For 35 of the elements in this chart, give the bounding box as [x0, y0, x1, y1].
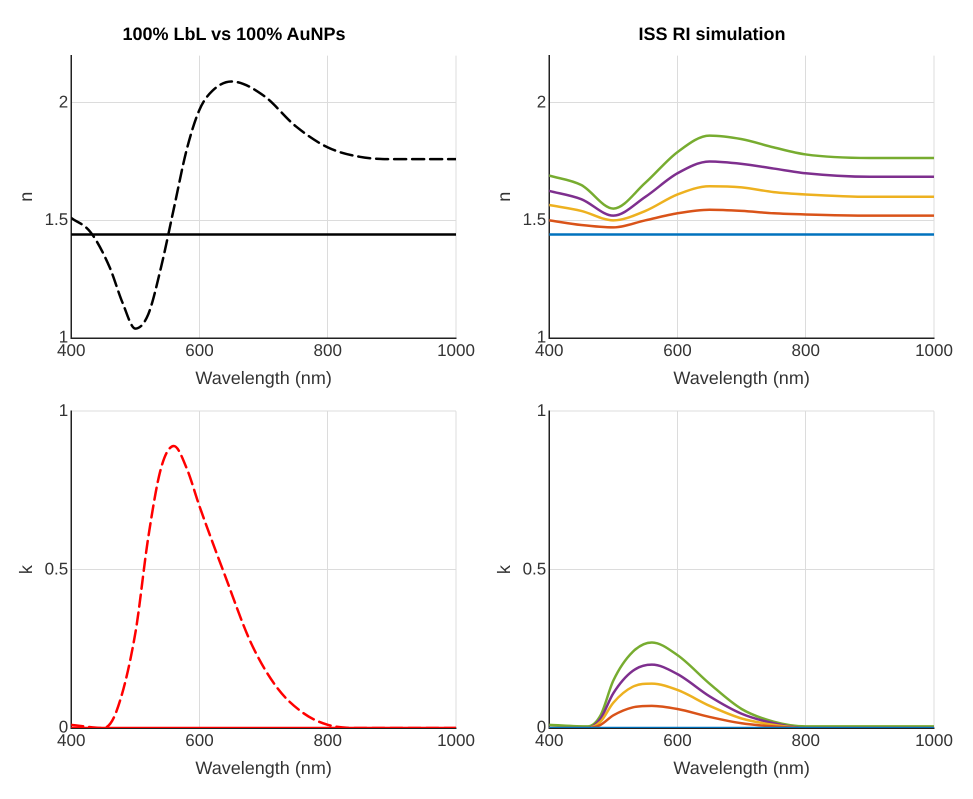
x-axis-title: Wavelength (nm) [195, 368, 332, 388]
x-tick-label: 800 [314, 340, 342, 360]
x-tick-label: 600 [185, 340, 214, 360]
line-series [549, 184, 934, 222]
x-tick-label: 800 [314, 730, 342, 750]
x-axis-title: Wavelength (nm) [195, 758, 332, 778]
y-tick-label: 2 [58, 92, 68, 112]
y-tick-label: 1 [58, 400, 68, 420]
chart-title: ISS RI simulation [638, 24, 786, 44]
y-tick-label: 0.5 [44, 559, 68, 578]
y-axis-title: k [16, 564, 36, 574]
y-axis-title: n [16, 192, 36, 202]
y-tick-label: 0.5 [522, 559, 546, 578]
x-tick-label: 800 [792, 340, 820, 360]
line-series [549, 134, 934, 210]
x-tick-label: 600 [663, 340, 692, 360]
line-series [549, 208, 934, 229]
y-tick-label: 2 [536, 92, 546, 112]
x-axis-title: Wavelength (nm) [673, 758, 810, 778]
x-tick-label: 1000 [915, 340, 953, 360]
x-tick-label: 800 [792, 730, 820, 750]
y-tick-label: 1 [536, 400, 546, 420]
y-axis-title: n [494, 192, 514, 202]
x-tick-label: 600 [663, 730, 692, 750]
line-series [71, 80, 456, 330]
line-series [549, 160, 934, 217]
x-tick-label: 600 [185, 730, 214, 750]
y-tick-label: 1.5 [44, 210, 68, 230]
x-tick-label: 1000 [437, 730, 475, 750]
chart-title: 100% LbL vs 100% AuNPs [122, 24, 346, 44]
y-axis-title: k [494, 564, 514, 574]
x-axis-title: Wavelength (nm) [673, 368, 810, 388]
x-tick-label: 1000 [915, 730, 953, 750]
y-tick-label: 1.5 [522, 210, 546, 230]
x-tick-label: 1000 [437, 340, 475, 360]
